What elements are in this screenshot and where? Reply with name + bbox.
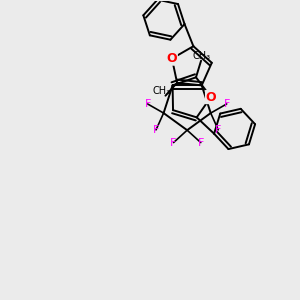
- Text: F: F: [198, 138, 204, 148]
- Text: O: O: [167, 52, 177, 65]
- Text: CH₃: CH₃: [153, 86, 171, 96]
- Text: F: F: [215, 125, 221, 135]
- Text: O: O: [206, 91, 216, 103]
- Text: F: F: [170, 138, 177, 148]
- Text: F: F: [224, 99, 230, 109]
- Text: F: F: [153, 125, 159, 135]
- Text: F: F: [144, 99, 151, 109]
- Text: CH₃: CH₃: [192, 51, 210, 61]
